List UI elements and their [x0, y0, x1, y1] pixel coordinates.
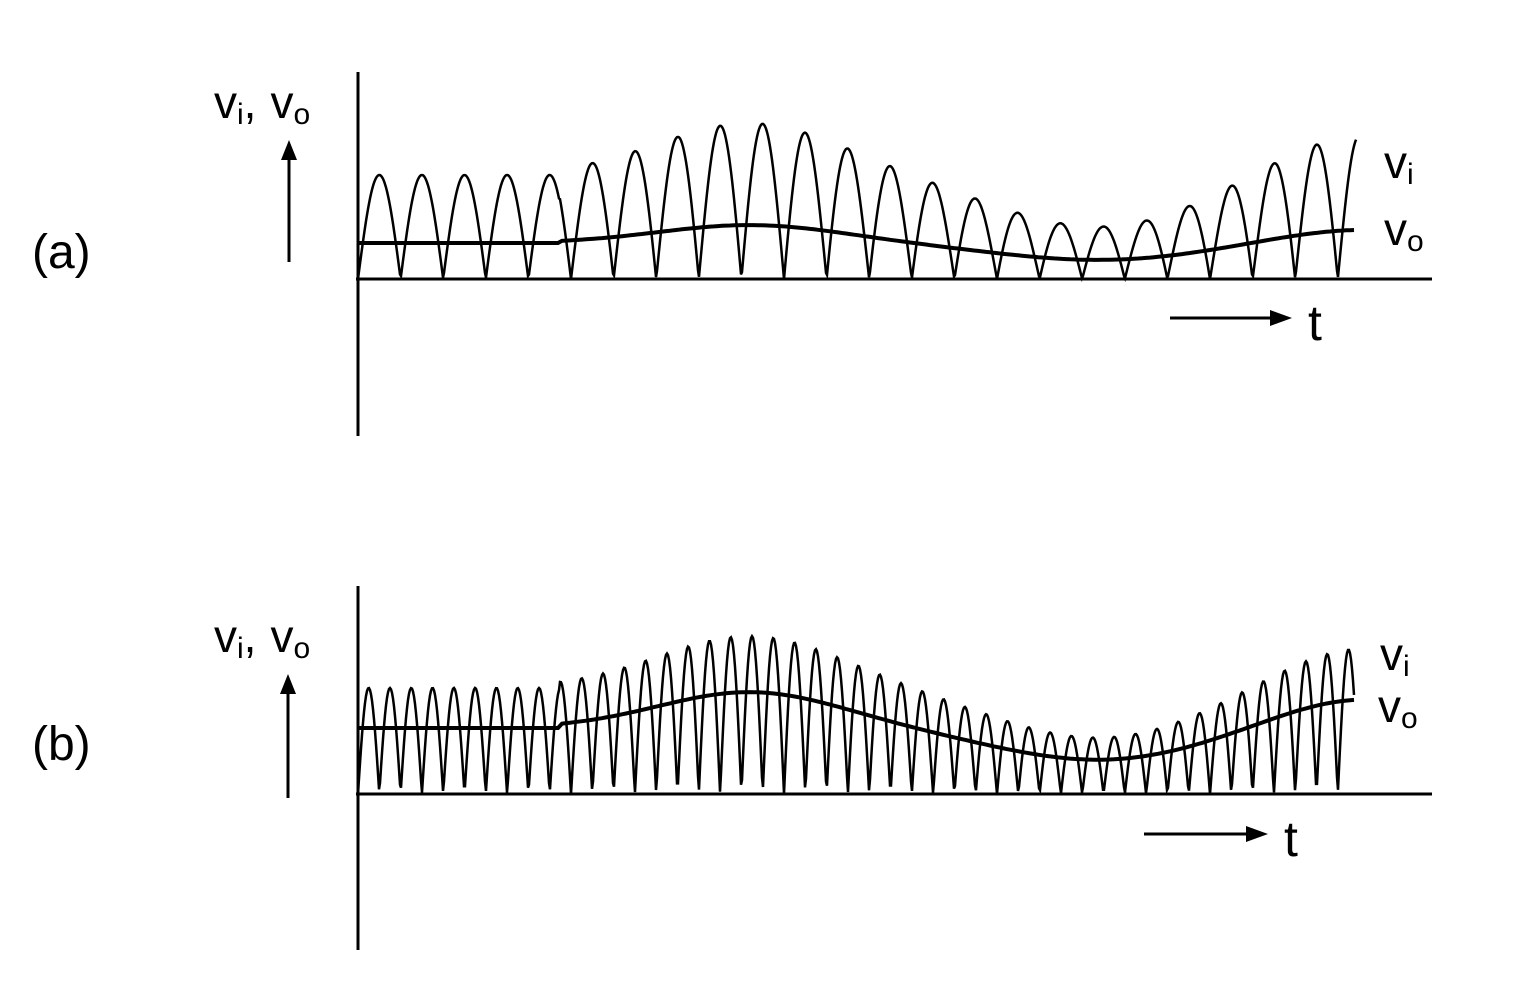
panel-a-vi-waveform [356, 122, 1358, 283]
panel-a-vo-waveform [358, 223, 1355, 262]
panel-a-t-label: t [1308, 295, 1322, 351]
panel-b: (b) vi, vo vi vo t [32, 586, 1432, 950]
panel-b-vi-label: vi [1380, 628, 1410, 683]
panel-b-vo-waveform [358, 690, 1355, 762]
panel-a-up-arrow-icon [281, 140, 297, 262]
panel-b-up-arrow-icon [280, 674, 296, 798]
panel-b-vo-label: vo [1378, 680, 1418, 735]
panel-b-time-arrow-icon [1144, 826, 1268, 842]
panel-a: (a) vi, vo vi vo t [32, 72, 1432, 436]
panel-a-vi-label: vi [1384, 136, 1414, 191]
panel-b-label: (b) [32, 718, 91, 771]
panel-a-label: (a) [32, 226, 91, 279]
panel-a-time-arrow-icon [1170, 310, 1292, 326]
panel-b-t-label: t [1284, 811, 1298, 867]
panel-b-vi-waveform [356, 633, 1356, 795]
panel-a-vo-label: vo [1384, 203, 1424, 258]
panel-a-axis-label: vi, vo [214, 76, 310, 131]
panel-b-axis-label: vi, vo [214, 610, 310, 665]
